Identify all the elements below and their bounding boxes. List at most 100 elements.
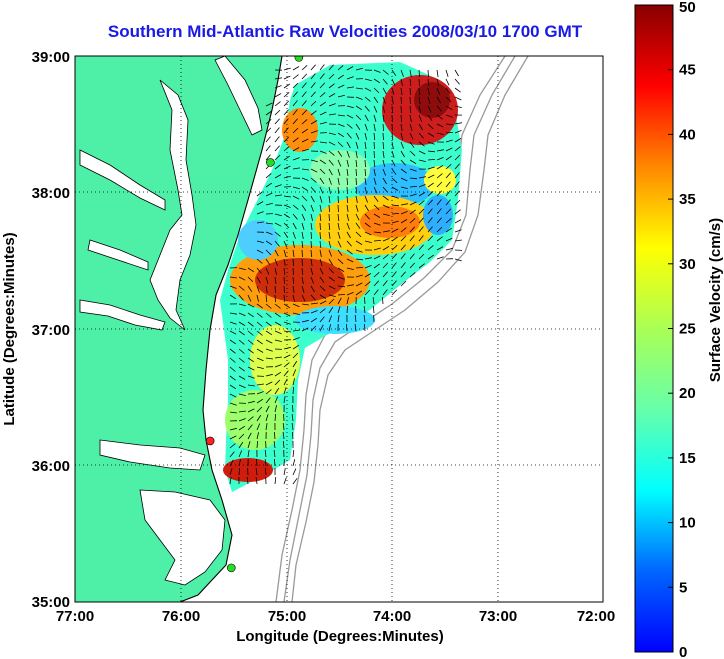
velocity-arrow [265,127,272,134]
velocity-arrow [256,312,263,318]
velocity-arrow [382,289,388,296]
velocity-arrow [256,366,264,369]
chart-title: Southern Mid-Atlantic Raw Velocities 200… [107,22,583,41]
velocity-arrow [364,204,369,212]
velocity-arrow [301,82,307,89]
velocity-arrow [400,87,403,95]
velocity-arrow [292,285,295,293]
x-tick-label: 74:00 [373,608,411,625]
velocity-arrow [409,209,416,215]
velocity-arrow [337,159,342,167]
velocity-arrow [265,423,268,431]
velocity-arrow [319,101,327,107]
velocity-arrow [283,258,286,266]
velocity-arrow [418,141,425,147]
velocity-arrow [364,87,372,92]
velocity-arrow [238,384,246,389]
velocity-arrow [382,246,390,251]
velocity-arrow [400,69,404,77]
velocity-arrow [364,273,372,278]
velocity-arrow [255,468,258,476]
river-rappahannock [87,239,149,271]
velocity-arrow [391,105,394,114]
velocity-arrow [427,132,435,137]
velocity-arrow [310,177,317,183]
velocity-arrow [238,267,246,271]
delaware-bay [214,56,263,136]
velocity-arrow [445,114,453,118]
plot-frame [74,55,604,603]
velocity-arrow [454,69,459,77]
velocity-arrow [409,177,418,180]
station-marker [226,563,236,573]
velocity-arrow [292,344,300,350]
velocity-arrow [310,204,314,212]
velocity-arrow [400,271,406,278]
velocity-arrow [292,267,294,276]
velocity-arrow [409,69,412,77]
velocity-arrow [346,159,349,167]
velocity-arrow [283,387,287,395]
velocity-arrow [328,324,331,332]
velocity-arrow [445,87,451,94]
velocity-arrow [328,298,335,305]
velocity-arrow [427,199,433,206]
velocity-arrow [363,306,366,314]
velocity-arrow [274,294,276,303]
velocity-arrow [391,168,397,175]
velocity-arrow [391,96,394,104]
velocity-arrow [319,231,321,240]
velocity-arrow [292,231,296,239]
velocity-arrow [310,120,318,125]
velocity-arrow [436,78,440,86]
velocity-arrow [292,329,300,332]
x-tick-label: 77:00 [56,608,94,625]
velocity-arrow [292,157,300,161]
velocity-arrow [255,477,258,485]
velocity-arrow [229,443,236,449]
velocity-arrow [445,164,452,170]
velocity-arrow [247,375,255,379]
velocity-arrow [436,236,443,242]
velocity-arrow [346,297,349,305]
land-mass [75,56,282,602]
velocity-arrow [382,105,385,113]
velocity-arrow [238,375,246,380]
velocity-arrow [319,308,326,314]
velocity-arrow [283,378,288,386]
velocity-arrow [292,276,295,285]
velocity-arrow [310,110,317,116]
x-tick-label: 73:00 [479,608,517,625]
velocity-arrow [391,87,395,95]
velocity-arrow [346,267,354,270]
velocity-arrow [337,132,345,138]
velocity-arrow [292,118,298,125]
velocity-arrow [292,91,298,98]
velocity-arrow [346,76,354,80]
velocity-arrow [283,303,291,309]
velocity-arrow [436,132,444,135]
velocity-arrow [247,330,254,336]
velocity-arrow [301,91,307,98]
velocity-arrow [310,285,315,293]
velocity-arrow [256,440,258,449]
velocity-arrow [319,111,327,116]
velocity-arrow [283,67,291,71]
velocity-arrow [265,405,270,413]
velocity-arrow [274,118,280,125]
velocity-arrow [256,383,264,386]
velocity-arrow [265,330,273,336]
velocity-arrow [337,285,346,288]
velocity-arrow [229,348,236,354]
velocity-arrow [454,219,462,224]
velocity-arrow [256,391,264,395]
velocity-arrow [274,267,277,275]
velocity-arrow [274,136,280,143]
velocity-arrow [274,285,276,294]
velocity-arrow [445,227,453,233]
velocity-arrow [301,231,304,239]
velocity-arrow [265,312,272,318]
velocity-arrow [283,276,285,285]
velocity-arrow [409,159,417,164]
velocity-arrow [427,78,430,87]
